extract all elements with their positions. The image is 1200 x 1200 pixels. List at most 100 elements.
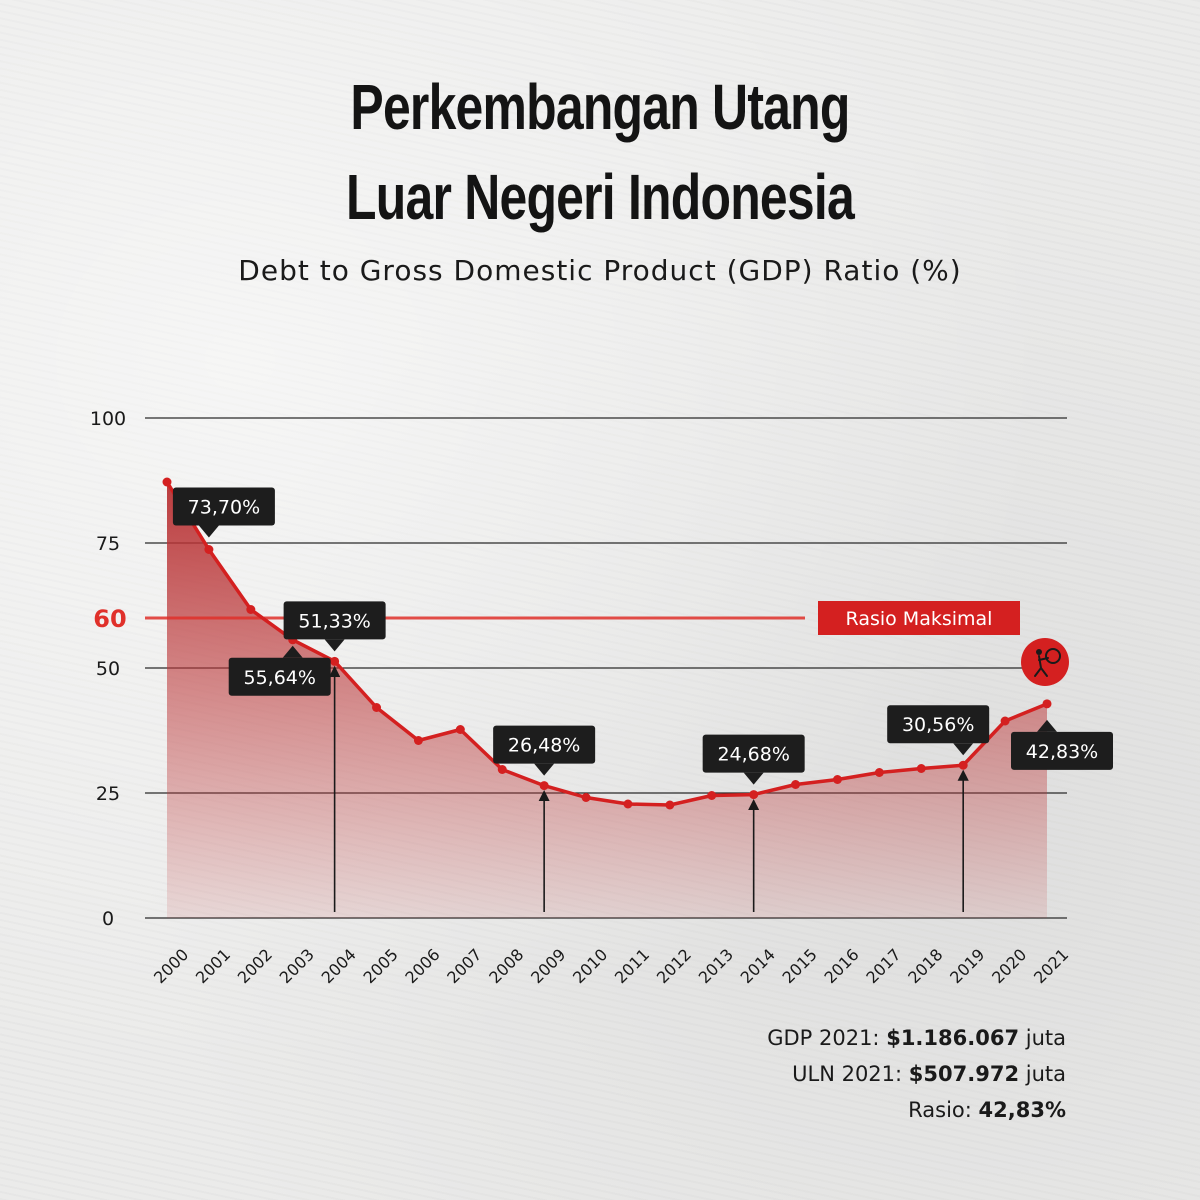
page-title: Perkembangan Utang Luar Negeri Indonesia [132, 62, 1068, 242]
threshold-value-label: 60 [93, 605, 126, 633]
x-tick-label: 2018 [904, 945, 946, 987]
uln-unit: juta [1025, 1062, 1066, 1086]
data-callouts: 73,70% 55,64% 51,33% 26,48% 24,68% 30,56% 42,8… [172, 487, 1113, 785]
threshold-tag-box [818, 601, 1020, 635]
footnote: GDP 2021: $1.186.067 juta ULN 2021: $507… [767, 1020, 1066, 1128]
y-tick-label: 50 [96, 658, 120, 680]
data-point [958, 760, 968, 770]
data-point [372, 703, 382, 712]
callout-text: 24,68% [717, 744, 789, 766]
callout-box [887, 705, 990, 744]
callout-pointer [534, 763, 555, 776]
icon-figure [1034, 655, 1049, 677]
x-tick-label: 2017 [862, 945, 904, 987]
y-tick-label: 75 [96, 533, 120, 555]
debt-burden-icon [1021, 638, 1069, 686]
area-fill-shape [167, 482, 1047, 918]
footnote-ratio: Rasio: 42,83% [767, 1092, 1066, 1128]
uln-label: ULN 2021: [792, 1062, 903, 1086]
x-tick-label: 2003 [276, 945, 318, 987]
data-point [413, 736, 423, 745]
x-tick-label: 2005 [360, 945, 402, 987]
ratio-label: Rasio: [908, 1098, 972, 1122]
x-tick-label: 2019 [946, 945, 988, 987]
data-point [707, 791, 717, 800]
x-tick-label: 2011 [611, 945, 653, 987]
callout-box [1011, 731, 1113, 770]
data-point [832, 775, 842, 784]
gdp-unit: juta [1025, 1026, 1066, 1050]
y-tick-label: 100 [90, 408, 126, 430]
title-line-2: Luar Negeri Indonesia [346, 161, 855, 233]
data-point [246, 605, 256, 614]
x-tick-label: 2021 [1030, 945, 1072, 987]
callout-pointer [743, 772, 764, 785]
callout-text: 55,64% [243, 667, 315, 689]
data-point [874, 768, 884, 777]
gdp-label: GDP 2021: [767, 1026, 880, 1050]
callout-label: 24,68% [702, 734, 805, 785]
icon-bag [1045, 648, 1061, 664]
footnote-gdp: GDP 2021: $1.186.067 juta [767, 1020, 1066, 1056]
data-point [330, 656, 340, 666]
data-point [581, 793, 591, 802]
callout-pointer [324, 639, 345, 652]
area-fill [167, 482, 1047, 918]
callout-label: 73,70% [172, 487, 275, 538]
data-point [916, 764, 926, 773]
callout-pointer [198, 525, 219, 538]
data-point [204, 545, 214, 554]
x-tick-label: 2007 [443, 945, 485, 987]
callout-label: 55,64% [228, 645, 331, 696]
y-tick-label: 0 [102, 908, 114, 930]
x-tick-label: 2013 [695, 945, 737, 987]
x-tick-label: 2004 [318, 945, 360, 987]
callout-text: 51,33% [298, 610, 370, 632]
x-tick-label: 2009 [527, 945, 569, 987]
callout-text: 30,56% [902, 714, 974, 736]
callout-label: 42,83% [1011, 719, 1113, 770]
icon-head [1036, 649, 1042, 655]
title-line-1: Perkembangan Utang [350, 71, 850, 143]
threshold-line: 60 Rasio Maksimal [93, 601, 1020, 635]
callout-label: 26,48% [493, 725, 596, 776]
icon-circle [1021, 638, 1069, 686]
callout-text: 26,48% [508, 735, 580, 757]
callout-box [702, 734, 805, 773]
callout-text: 42,83% [1026, 741, 1098, 763]
x-tick-label: 2001 [192, 945, 234, 987]
x-tick-label: 2015 [779, 945, 821, 987]
data-point [791, 780, 801, 789]
x-tick-label: 2000 [150, 945, 192, 987]
callout-arrows [329, 665, 969, 912]
footnote-uln: ULN 2021: $507.972 juta [767, 1056, 1066, 1092]
chart-subtitle: Debt to Gross Domestic Product (GDP) Rat… [238, 254, 962, 287]
callout-pointer [953, 743, 974, 756]
callout-box [172, 487, 275, 526]
callout-box [493, 725, 596, 764]
uln-value: $507.972 [908, 1062, 1020, 1086]
x-tick-label: 2008 [485, 945, 527, 987]
callout-box [228, 657, 331, 696]
x-tick-label: 2020 [988, 945, 1030, 987]
y-tick-label: 25 [96, 783, 120, 805]
callout-label: 51,33% [283, 601, 386, 652]
data-point [455, 725, 465, 734]
x-tick-label: 2014 [737, 945, 779, 987]
series-line-stroke [165, 481, 1048, 807]
x-tick-label: 2016 [820, 945, 862, 987]
threshold-tag-label: Rasio Maksimal [846, 608, 993, 630]
callout-box [283, 601, 386, 640]
data-point [162, 477, 172, 487]
callout-pointer [1037, 719, 1057, 732]
data-points [162, 477, 1052, 810]
callout-text: 73,70% [188, 497, 260, 519]
ratio-value: 42,83% [978, 1098, 1066, 1122]
data-point [1000, 716, 1010, 726]
data-point [539, 781, 549, 791]
x-tick-label: 2010 [569, 945, 611, 987]
gdp-value: $1.186.067 [886, 1026, 1020, 1050]
callout-pointer [282, 645, 303, 658]
data-point [749, 790, 759, 800]
data-point [665, 800, 675, 810]
